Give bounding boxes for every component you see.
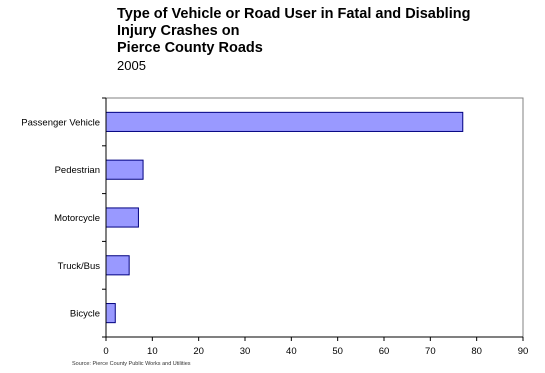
- x-tick-label: 80: [471, 346, 482, 357]
- x-tick-label: 30: [240, 346, 251, 357]
- category-label: Passenger Vehicle: [21, 117, 100, 128]
- chart-title-block: Type of Vehicle or Road User in Fatal an…: [117, 6, 542, 74]
- x-tick-label: 0: [103, 346, 108, 357]
- bar: [105, 255, 130, 276]
- bar: [105, 303, 116, 324]
- category-label: Motorcycle: [54, 213, 100, 224]
- chart-title-line-2: Injury Crashes on: [117, 23, 240, 39]
- category-label: Pedestrian: [55, 165, 100, 176]
- category-label: Bicycle: [70, 309, 100, 320]
- x-tick-label: 20: [193, 346, 204, 357]
- x-tick-label: 60: [379, 346, 390, 357]
- x-tick-label: 50: [332, 346, 343, 357]
- bar: [105, 111, 464, 132]
- chart-title-line-1: Type of Vehicle or Road User in Fatal an…: [117, 6, 471, 22]
- x-tick-label: 90: [518, 346, 529, 357]
- x-tick-label: 70: [425, 346, 436, 357]
- chart-title-line-3: Pierce County Roads: [117, 40, 263, 56]
- plot-area: [105, 97, 524, 338]
- x-tick-label: 10: [147, 346, 158, 357]
- category-label: Truck/Bus: [58, 261, 101, 272]
- chart-subtitle: 2005: [117, 58, 146, 73]
- x-tick-label: 40: [286, 346, 297, 357]
- bar: [105, 207, 139, 228]
- source-note: Source: Pierce County Public Works and U…: [72, 361, 191, 367]
- bar: [105, 159, 144, 180]
